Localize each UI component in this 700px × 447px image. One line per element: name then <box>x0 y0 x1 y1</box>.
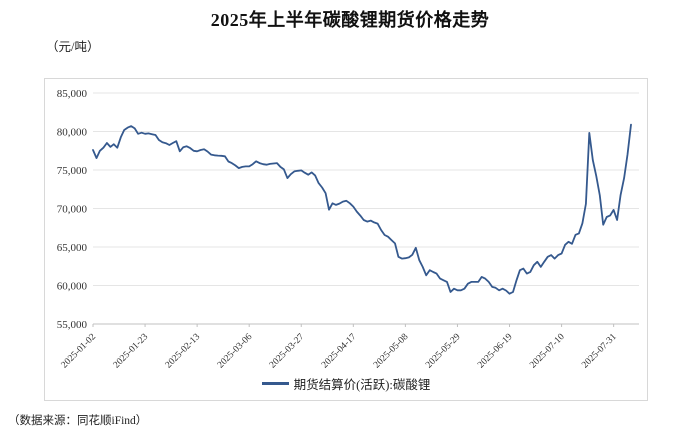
x-tick-label: 2025-01-23 <box>112 332 151 371</box>
chart-legend: 期货结算价(活跃):碳酸锂 <box>45 374 647 393</box>
y-tick-label: 80,000 <box>57 127 88 139</box>
x-tick-label: 2025-07-10 <box>528 332 567 371</box>
x-tick-label: 2025-07-31 <box>580 332 619 371</box>
y-tick-label: 85,000 <box>57 88 88 100</box>
x-tick-label: 2025-04-17 <box>320 332 359 371</box>
y-tick-label: 55,000 <box>57 319 88 331</box>
y-axis-unit-label: （元/吨） <box>46 40 100 54</box>
price-line-chart: 85,000 80,000 75,000 70,000 65,000 60,000 55,0… <box>57 88 639 371</box>
y-tick-label: 75,000 <box>57 165 88 177</box>
x-tick-label: 2025-05-08 <box>372 332 411 371</box>
legend-label: 期货结算价(活跃):碳酸锂 <box>293 378 431 392</box>
data-source-note: （数据来源：同花顺iFind） <box>8 415 148 427</box>
legend-line-mark <box>261 382 289 385</box>
y-tick-label: 60,000 <box>57 281 88 293</box>
x-tick-label: 2025-03-27 <box>268 332 307 371</box>
y-tick-label: 70,000 <box>57 204 88 216</box>
chart-title: 2025年上半年碳酸锂期货价格走势 <box>210 10 490 30</box>
price-series-line <box>92 123 632 295</box>
x-tick-label: 2025-03-06 <box>216 332 255 371</box>
x-tick-label: 2025-05-29 <box>424 332 463 371</box>
y-tick-label: 65,000 <box>57 242 88 254</box>
chart-panel: 85,000 80,000 75,000 70,000 65,000 60,000 55,0… <box>44 78 648 401</box>
x-tick-label: 2025-01-02 <box>60 332 99 371</box>
x-tick-label: 2025-06-19 <box>476 332 515 371</box>
x-tick-label: 2025-02-13 <box>164 332 203 371</box>
